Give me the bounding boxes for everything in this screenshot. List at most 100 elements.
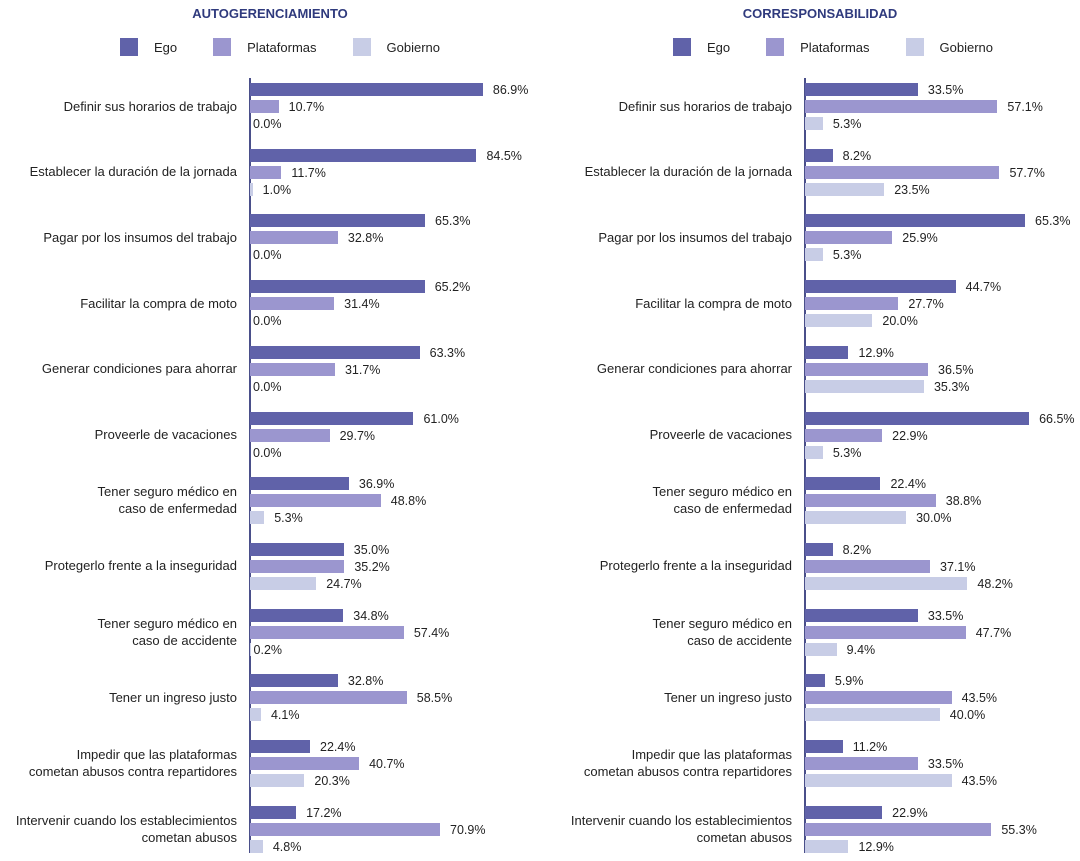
bar-ego	[805, 674, 825, 688]
bar-plataformas	[805, 625, 966, 639]
bar-gobierno	[805, 248, 823, 262]
data-label: 43.5%	[961, 691, 998, 706]
category-label: Protegerlo frente a la inseguridad	[599, 558, 792, 574]
bar-ego	[805, 740, 843, 753]
data-label: 43.5%	[961, 774, 998, 788]
data-label: 8.2%	[842, 542, 872, 557]
category-label: Intervenir cuando los establecimientos co…	[15, 812, 237, 845]
data-label: 65.3%	[1035, 214, 1071, 229]
data-label: 70.9%	[450, 822, 486, 837]
category-label: Pagar por los insumos del trabajo	[598, 229, 792, 245]
category-label: Facilitar la compra de moto	[635, 295, 792, 311]
data-label: 12.9%	[858, 839, 894, 854]
category-label: Establecer la duración de la jornada	[584, 164, 792, 180]
bar-gobierno	[805, 379, 924, 393]
data-label: 34.8%	[353, 608, 389, 623]
bar-plataformas	[805, 428, 883, 442]
category-label: Protegerlo frente a la inseguridad	[44, 558, 237, 574]
data-label: 1.0%	[262, 182, 292, 197]
bar-gobierno	[250, 511, 265, 525]
data-label: 57.4%	[413, 625, 450, 640]
legend-label: Gobierno	[939, 39, 993, 55]
legend-label: Ego	[707, 39, 731, 55]
data-label: 66.5%	[1039, 411, 1075, 426]
legend-swatch-ego	[120, 38, 138, 56]
bar-plataformas	[805, 822, 992, 836]
bar-gobierno	[805, 511, 907, 525]
data-label: 35.2%	[354, 559, 390, 574]
data-label: 40.7%	[369, 757, 405, 771]
legend-item-ego: Ego	[673, 38, 730, 56]
data-label: 22.4%	[890, 477, 926, 492]
data-label: 24.7%	[326, 576, 362, 591]
bar-gobierno	[805, 182, 885, 196]
bar-plataformas	[250, 297, 335, 311]
data-label: 44.7%	[965, 280, 1002, 295]
category-label: Proveerle de vacaciones	[94, 427, 237, 442]
bar-ego	[250, 805, 297, 819]
data-label: 0.0%	[253, 445, 282, 460]
data-label: 33.5%	[927, 83, 964, 97]
bar-gobierno	[250, 182, 253, 196]
bar-plataformas	[805, 559, 931, 573]
y-axis-line	[804, 78, 806, 853]
bar-ego	[250, 148, 477, 162]
data-label: 27.7%	[908, 297, 944, 312]
category-label: Pagar por los insumos del trabajo	[43, 229, 237, 245]
data-label: 37.1%	[940, 559, 976, 574]
data-label: 47.7%	[975, 625, 1012, 640]
bar-ego	[805, 477, 881, 491]
legend-swatch-plataformas	[766, 38, 785, 56]
data-label: 12.9%	[858, 345, 894, 360]
bar-gobierno	[250, 576, 317, 590]
data-label: 58.5%	[416, 691, 453, 706]
data-label: 9.4%	[846, 642, 876, 657]
category-label: Tener seguro médico en caso de accidente	[97, 615, 237, 648]
y-axis-line	[249, 78, 251, 853]
bar-ego	[805, 280, 956, 294]
data-label: 8.2%	[842, 148, 872, 163]
bar-plataformas	[250, 231, 338, 245]
legend-swatch-ego	[673, 38, 691, 56]
data-label: 5.9%	[834, 674, 864, 689]
bar-ego	[805, 83, 918, 96]
data-label: 48.8%	[390, 494, 427, 509]
data-label: 65.2%	[434, 280, 471, 295]
category-label: Definir sus horarios de trabajo	[63, 98, 237, 114]
data-label: 22.4%	[320, 740, 356, 754]
bar-gobierno	[250, 774, 305, 787]
bar-gobierno	[805, 642, 837, 656]
data-label: 30.0%	[916, 511, 952, 526]
data-label: 36.5%	[938, 362, 974, 377]
bar-plataformas	[250, 559, 345, 573]
bar-ego	[250, 608, 344, 622]
data-label: 55.3%	[1001, 822, 1037, 837]
bar-ego	[250, 345, 420, 359]
bar-ego	[250, 740, 311, 753]
category-label: Tener seguro médico en caso de accidente	[652, 615, 792, 648]
category-label: Generar condiciones para ahorrar	[596, 361, 792, 377]
data-label: 0.0%	[253, 314, 282, 329]
data-label: 11.7%	[291, 165, 326, 180]
bar-ego	[250, 542, 344, 556]
category-label: Generar condiciones para ahorrar	[41, 361, 237, 377]
bar-plataformas	[805, 297, 899, 311]
legend-item-gobierno: Gobierno	[352, 38, 440, 56]
category-label: Definir sus horarios de trabajo	[618, 98, 792, 114]
category-label: Tener seguro médico en caso de enfermedad	[652, 484, 792, 517]
bar-ego	[250, 477, 349, 491]
data-label: 31.7%	[344, 362, 381, 377]
data-label: 25.9%	[902, 231, 938, 246]
legend-label: Ego	[154, 39, 178, 55]
category-label: Tener un ingreso justo	[109, 689, 237, 705]
bar-plataformas	[250, 165, 282, 179]
bar-gobierno	[250, 839, 263, 853]
bar-ego	[805, 214, 1026, 228]
data-label: 20.3%	[314, 774, 350, 788]
category-label: Intervenir cuando los establecimientos co…	[570, 812, 792, 845]
category-label: Establecer la duración de la jornada	[29, 164, 237, 180]
bar-ego	[805, 411, 1030, 425]
legend: Ego Plataformas Gobierno	[120, 38, 476, 56]
legend-item-gobierno: Gobierno	[905, 38, 993, 56]
category-label: Impedir que las plataformas cometan abuso…	[583, 747, 792, 779]
